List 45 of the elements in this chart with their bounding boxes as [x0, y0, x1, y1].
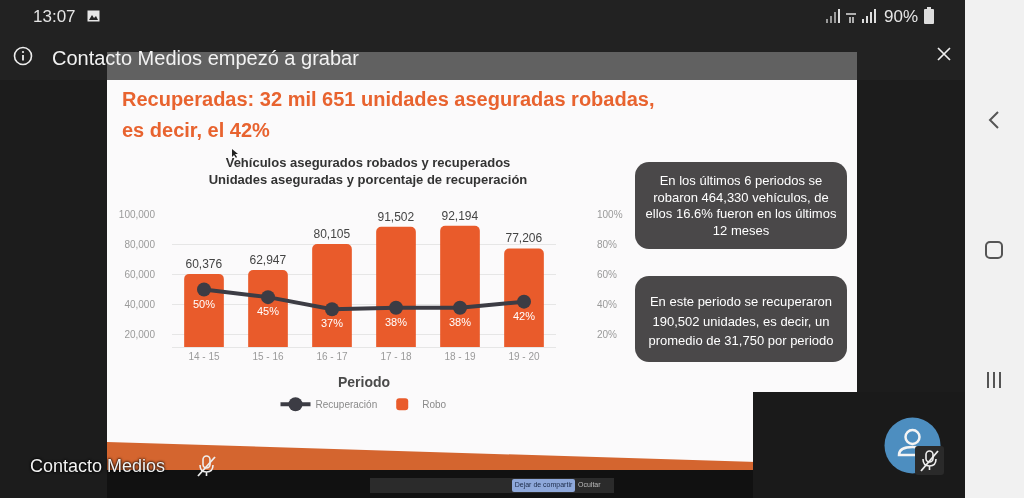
y2-tick-label: 20%	[597, 329, 618, 341]
point	[325, 302, 339, 317]
data-label: 62,947	[249, 253, 287, 267]
x-tick-label: 14 - 15	[188, 351, 220, 362]
point	[261, 290, 275, 305]
data-label: 50%	[192, 297, 216, 310]
data-label: 80,105	[313, 227, 351, 242]
y-tick-label: 40,000	[124, 299, 156, 311]
data-label: 45%	[256, 305, 280, 318]
y2-tick-label: 80%	[597, 238, 618, 250]
data-label: 42%	[512, 309, 536, 322]
y2-tick-label: 100%	[597, 208, 623, 220]
data-label: 91,502	[377, 209, 415, 224]
text: 13:07	[33, 6, 77, 28]
chart-title: Vehículos asegurados robados y recuperados	[224, 155, 512, 172]
text: En este periodo se recuperaron 190,502 unidades, es decir, un promedio de 31,750 por periodo	[647, 293, 835, 350]
y-tick-label: 80,000	[124, 238, 156, 250]
y-tick-label: 20,000	[124, 329, 156, 341]
data-label: 37%	[320, 317, 344, 330]
text: 90%	[884, 6, 920, 28]
text: Recuperadas: 32 mil 651 unidades aseguradas robadas, es decir, el 42%	[122, 87, 656, 143]
text: En los últimos 6 periodos se robaron 464,330 vehículos, de ellos 16.6% fueron en los últimos 12 meses	[644, 173, 838, 239]
x-axis-title: Periodo	[337, 374, 391, 391]
data-label: 38%	[384, 315, 408, 328]
point	[389, 300, 403, 315]
point	[197, 282, 211, 297]
point	[453, 300, 467, 315]
point	[517, 294, 531, 309]
data-label: 60,376	[185, 256, 223, 271]
data-label: 38%	[448, 315, 472, 328]
y2-tick-label: 60%	[597, 268, 618, 280]
y-tick-label: 100,000	[118, 208, 156, 220]
y2-tick-label: 40%	[597, 299, 618, 311]
data-label: 92,194	[441, 208, 479, 223]
x-tick-label: 19 - 20	[508, 351, 540, 362]
legend-label: Recuperación	[315, 399, 378, 411]
x-tick-label: 15 - 16	[252, 351, 284, 362]
text: Contacto Medios empezó a grabar	[52, 46, 360, 71]
x-tick-label: 17 - 18	[380, 351, 412, 362]
y-tick-label: 60,000	[124, 268, 156, 280]
chart-subtitle: Unidades aseguradas y porcentaje de recuperación	[207, 172, 529, 189]
x-tick-label: 16 - 17	[316, 351, 348, 362]
legend-label: Robo	[422, 399, 447, 411]
data-label: 77,206	[505, 231, 543, 246]
x-tick-label: 18 - 19	[444, 351, 476, 362]
